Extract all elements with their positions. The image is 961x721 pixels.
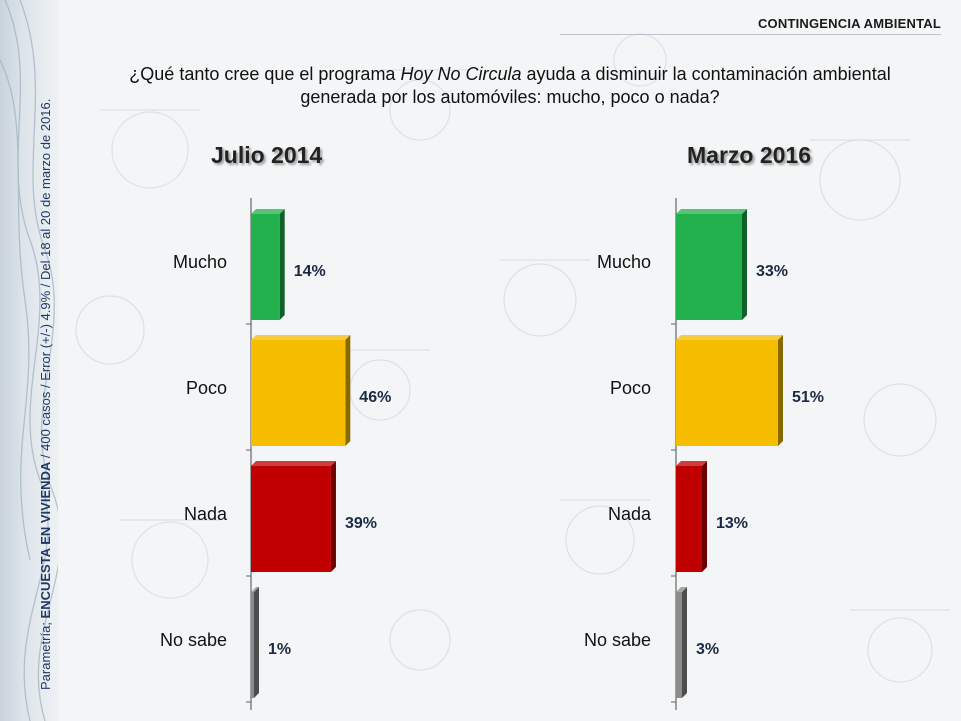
bar-side-face xyxy=(742,209,747,320)
bar-top-face xyxy=(251,335,351,340)
value-label: 13% xyxy=(716,515,748,532)
value-label: 1% xyxy=(268,641,291,658)
bar-top-face xyxy=(676,587,687,592)
value-label: 39% xyxy=(345,515,377,532)
bar-side-face xyxy=(778,335,783,446)
value-label: 3% xyxy=(696,641,719,658)
category-label: Nada xyxy=(184,504,228,524)
section-tag: CONTINGENCIA AMBIENTAL xyxy=(757,16,941,31)
bar-nada xyxy=(251,466,331,572)
chart-title-right: Marzo 2016 xyxy=(687,142,812,168)
bar-no-sabe xyxy=(251,592,254,698)
bar-mucho xyxy=(676,214,742,320)
category-label: Poco xyxy=(186,378,227,398)
bar-top-face xyxy=(251,587,259,592)
bar-poco xyxy=(251,340,346,446)
bar-no-sabe xyxy=(676,592,682,698)
chart-title-left: Julio 2014 xyxy=(211,142,323,168)
bar-top-face xyxy=(251,461,336,466)
value-label: 46% xyxy=(359,389,391,406)
question-text: ¿Qué tanto cree que el programa Hoy No C… xyxy=(129,64,891,107)
value-label: 51% xyxy=(792,389,824,406)
category-label: Poco xyxy=(610,378,651,398)
bar-top-face xyxy=(676,461,707,466)
value-label: 33% xyxy=(756,263,788,280)
category-label: No sabe xyxy=(160,630,227,650)
value-label: 14% xyxy=(294,263,326,280)
bar-poco xyxy=(676,340,778,446)
bar-top-face xyxy=(676,335,783,340)
bar-nada xyxy=(676,466,702,572)
bar-mucho xyxy=(251,214,280,320)
bar-side-face xyxy=(345,335,351,446)
section-divider xyxy=(560,34,941,35)
bar-side-face xyxy=(330,461,336,572)
bar-top-face xyxy=(676,209,747,214)
bar-side-face xyxy=(279,209,285,320)
left-decorative-strip xyxy=(0,0,58,721)
category-label: Nada xyxy=(608,504,652,524)
category-label: Mucho xyxy=(597,252,651,272)
category-label: Mucho xyxy=(173,252,227,272)
bar-side-face xyxy=(254,587,259,698)
bar-top-face xyxy=(251,209,285,214)
bar-side-face xyxy=(702,461,707,572)
category-label: No sabe xyxy=(584,630,651,650)
bar-side-face xyxy=(682,587,687,698)
